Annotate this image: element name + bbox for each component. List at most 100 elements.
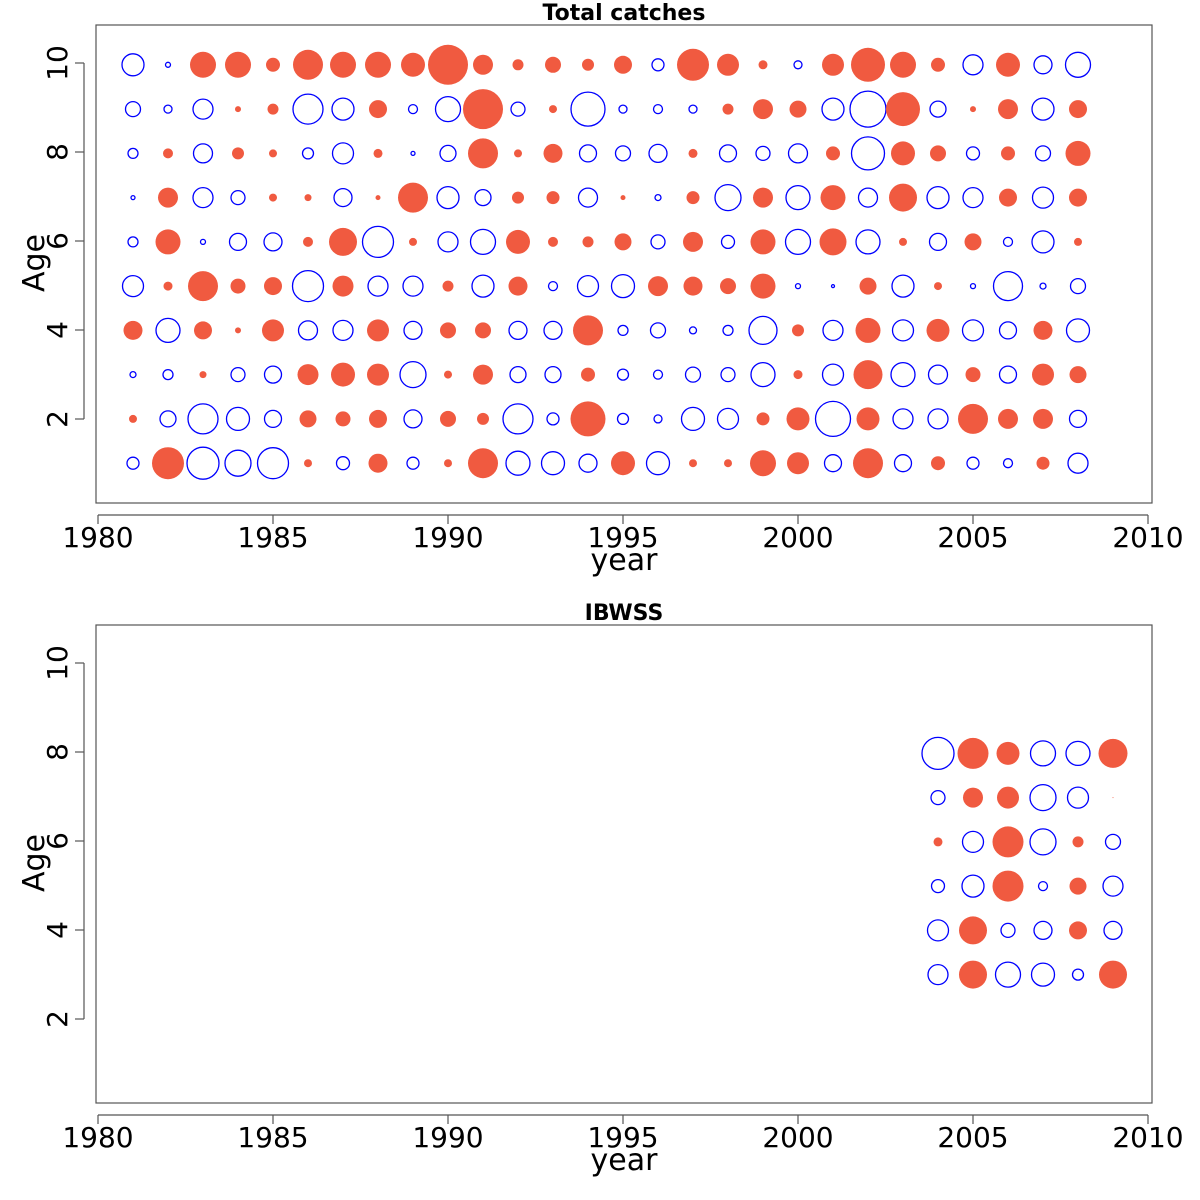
bubble-negative — [716, 407, 740, 431]
bubble-negative — [857, 187, 879, 208]
bubble-positive — [190, 51, 216, 78]
bubble-positive — [442, 280, 454, 292]
bubble-negative — [928, 232, 948, 252]
bubble-positive — [293, 49, 323, 80]
bubble-negative — [645, 451, 671, 476]
bubble-negative — [821, 97, 845, 121]
bubble-positive — [477, 412, 489, 425]
bubble-positive — [931, 456, 945, 471]
bubble-negative — [926, 185, 950, 210]
bubble-negative — [407, 103, 419, 115]
y-tick-label: 2 — [41, 410, 74, 428]
bubble-positive — [570, 401, 606, 437]
bubble-negative — [1033, 920, 1053, 941]
bubble-negative — [998, 365, 1018, 384]
bubble-negative — [830, 283, 836, 289]
bubble-positive — [367, 319, 389, 342]
bubble-negative — [434, 95, 462, 123]
bubble-negative — [127, 236, 139, 248]
bubble-negative — [927, 364, 949, 385]
bubble-negative — [1000, 922, 1016, 939]
bubble-positive — [264, 277, 282, 296]
bubble-negative — [578, 144, 598, 163]
x-axis: 1980 1985 1990 1995 2000 2005 2010 — [62, 514, 1184, 554]
bubble-negative — [650, 234, 666, 250]
bubble-positive — [1032, 363, 1054, 386]
bubble-negative — [332, 319, 354, 342]
bubble-positive — [473, 364, 493, 385]
y-tick-label: 6 — [41, 232, 74, 250]
bubble-positive — [819, 228, 847, 256]
bubble-negative — [230, 366, 246, 383]
bubble-positive — [543, 143, 563, 163]
bubble-positive — [822, 53, 844, 76]
bubble-negative — [130, 194, 136, 201]
bubble-positive — [648, 276, 668, 297]
bubble-positive — [1112, 797, 1114, 799]
bubble-positive — [266, 57, 280, 72]
bubble-negative — [471, 274, 495, 298]
x-tick-label: 1990 — [412, 521, 483, 554]
bubble-negative — [230, 189, 246, 206]
bubble-negative — [651, 58, 665, 72]
bubble-negative — [785, 184, 811, 211]
y-tick-label: 10 — [41, 45, 74, 81]
bubble-negative — [616, 412, 630, 426]
bubble-positive — [158, 187, 178, 208]
bubble-negative — [403, 409, 423, 429]
bubble-negative — [1064, 51, 1092, 78]
bubble-positive — [269, 193, 277, 202]
x-axis-title: year — [591, 1143, 659, 1178]
bubble-positive — [269, 149, 277, 158]
bubble-negative — [755, 145, 771, 162]
bubble-positive — [369, 409, 387, 428]
bubble-negative — [855, 229, 881, 255]
bubble-negative — [961, 319, 985, 342]
bubble-positive — [230, 278, 246, 294]
bubble-positive — [930, 145, 946, 162]
bubble-negative — [1002, 458, 1014, 469]
bubble-positive — [992, 870, 1024, 902]
plot-frame — [95, 24, 1153, 504]
bubble-positive — [573, 315, 603, 346]
bubble-negative — [998, 321, 1018, 340]
bubble-positive — [851, 47, 885, 82]
bubble-positive — [683, 231, 703, 252]
bubble-positive — [548, 236, 558, 247]
bubble-negative — [333, 187, 353, 208]
bubble-positive — [787, 452, 809, 475]
bubble-negative — [926, 919, 950, 942]
x-tick-label: 1980 — [62, 521, 133, 554]
bubble-positive — [428, 44, 468, 85]
bubble-negative — [1065, 318, 1091, 343]
bubble-positive — [303, 236, 313, 247]
bubble-negative — [121, 53, 145, 77]
panel-ibwss: IBWSS 1980 1985 1990 1995 2000 2005 2010… — [17, 601, 1184, 1178]
panel-total-catches: Total catches 1980 1985 1990 1995 2000 2… — [17, 1, 1184, 578]
bubble-positive — [545, 56, 561, 73]
bubble-negative — [616, 368, 630, 381]
bubble-negative — [546, 412, 560, 426]
bubble-negative — [1031, 97, 1055, 121]
bubble-positive — [750, 450, 776, 477]
bubble-negative — [714, 183, 742, 212]
bubble-negative — [784, 228, 812, 256]
bubble-positive — [964, 233, 982, 251]
bubble-positive — [582, 58, 594, 71]
x-tick-label: 1990 — [412, 1121, 483, 1154]
bubble-negative — [1068, 409, 1088, 429]
bubble-negative — [849, 90, 887, 128]
bubble-positive — [475, 322, 491, 339]
bubble-positive — [163, 281, 173, 291]
bubble-negative — [688, 326, 698, 335]
x-tick-label: 2005 — [937, 1121, 1008, 1154]
bubble-negative — [794, 282, 802, 290]
bubble-negative — [891, 319, 915, 342]
y-tick-label: 4 — [41, 921, 74, 939]
bubble-positive — [409, 237, 417, 246]
bubble-positive — [789, 100, 807, 118]
bubble-positive — [335, 411, 351, 427]
bubble-negative — [787, 143, 809, 164]
bubble-positive — [581, 367, 595, 382]
bubble-negative — [127, 147, 139, 160]
